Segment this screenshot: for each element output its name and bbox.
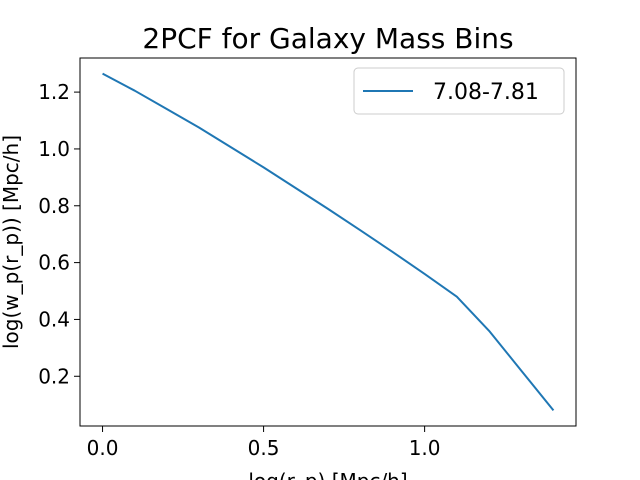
series-lines	[102, 72, 555, 411]
x-axis-label: log(r_p) [Mpc/h]	[248, 469, 407, 480]
plot-frame	[79, 57, 577, 427]
legend: 7.08-7.81	[353, 67, 565, 115]
y-axis-label: log(w_p(r_p)) [Mpc/h]	[0, 135, 23, 349]
x-axis-ticks: 0.0 0.5 1.0	[87, 426, 441, 460]
y-tick-label: 1.2	[38, 80, 70, 104]
x-tick-label: 1.0	[409, 436, 441, 460]
x-tick-label: 0.0	[87, 436, 119, 460]
legend-box	[353, 67, 565, 115]
legend-label: 7.08-7.81	[433, 80, 539, 105]
series-line	[102, 72, 555, 411]
y-tick-label: 1.0	[38, 137, 70, 161]
chart-title: 2PCF for Galaxy Mass Bins	[142, 22, 513, 55]
x-tick-label: 0.5	[248, 436, 280, 460]
y-tick-label: 0.8	[38, 194, 70, 218]
y-tick-label: 0.4	[38, 307, 70, 331]
y-tick-label: 0.2	[38, 364, 70, 388]
y-axis-ticks: 0.2 0.4 0.6 0.8 1.0 1.2	[38, 80, 80, 388]
y-tick-label: 0.6	[38, 251, 70, 275]
